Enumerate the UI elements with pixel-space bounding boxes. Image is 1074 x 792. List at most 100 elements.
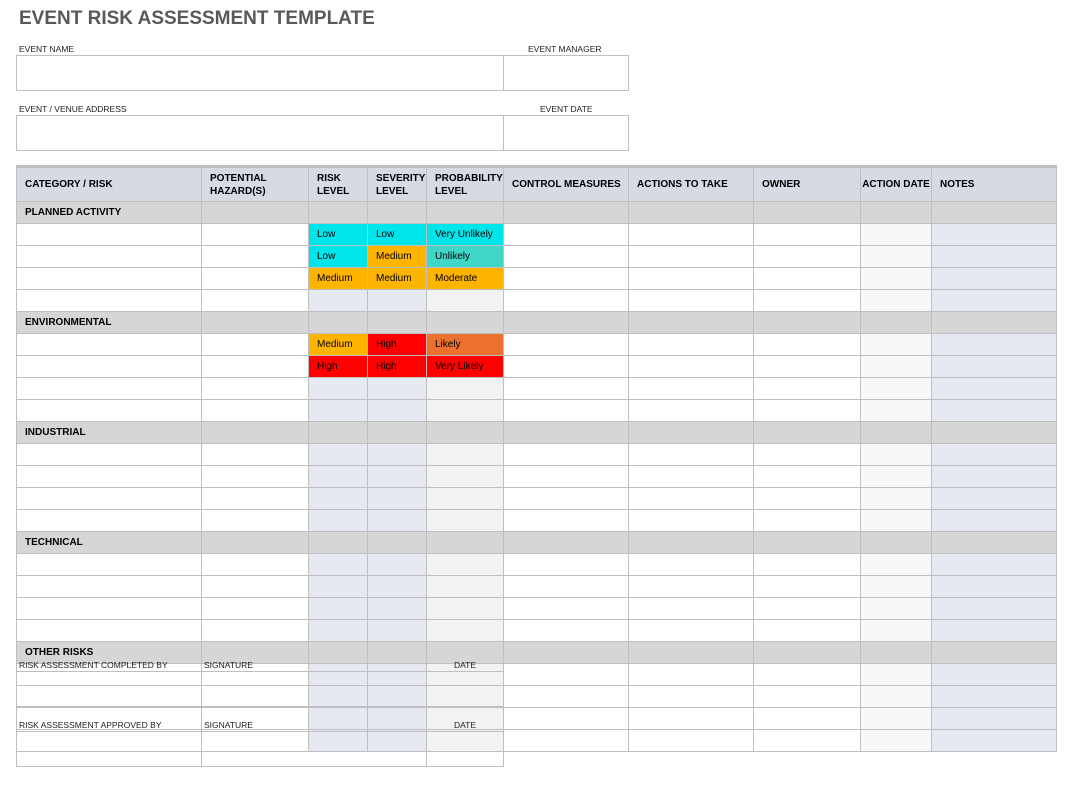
cell[interactable] xyxy=(931,465,1057,488)
cell[interactable] xyxy=(628,707,754,730)
cell[interactable] xyxy=(503,201,629,224)
cell[interactable] xyxy=(860,597,932,620)
cell[interactable] xyxy=(931,399,1057,422)
cell[interactable] xyxy=(367,553,427,576)
cell[interactable] xyxy=(201,487,309,510)
cell[interactable] xyxy=(367,729,427,752)
cell[interactable] xyxy=(308,399,368,422)
cell[interactable] xyxy=(628,421,754,444)
cell[interactable] xyxy=(860,201,932,224)
cell[interactable] xyxy=(426,531,504,554)
cell[interactable] xyxy=(931,333,1057,356)
cell[interactable] xyxy=(503,399,629,422)
completed-date-field[interactable] xyxy=(426,671,504,707)
cell[interactable] xyxy=(860,575,932,598)
cell[interactable] xyxy=(628,223,754,246)
level-cell[interactable]: Low xyxy=(308,223,368,246)
cell[interactable] xyxy=(860,399,932,422)
cell[interactable] xyxy=(860,531,932,554)
cell[interactable] xyxy=(503,597,629,620)
cell[interactable] xyxy=(753,399,861,422)
cell[interactable] xyxy=(753,245,861,268)
cell[interactable] xyxy=(426,509,504,532)
cell[interactable] xyxy=(16,377,202,400)
cell[interactable] xyxy=(367,685,427,708)
cell[interactable] xyxy=(931,641,1057,664)
cell[interactable] xyxy=(628,355,754,378)
cell[interactable] xyxy=(367,201,427,224)
cell[interactable] xyxy=(503,355,629,378)
cell[interactable] xyxy=(367,619,427,642)
cell[interactable] xyxy=(367,421,427,444)
cell[interactable] xyxy=(931,421,1057,444)
cell[interactable] xyxy=(308,377,368,400)
section-title[interactable]: ENVIRONMENTAL xyxy=(16,311,202,334)
cell[interactable] xyxy=(628,311,754,334)
cell[interactable] xyxy=(308,487,368,510)
cell[interactable] xyxy=(860,377,932,400)
cell[interactable] xyxy=(426,289,504,312)
cell[interactable] xyxy=(308,641,368,664)
cell[interactable] xyxy=(16,553,202,576)
approved-date-field[interactable] xyxy=(426,731,504,767)
cell[interactable] xyxy=(367,289,427,312)
cell[interactable] xyxy=(753,311,861,334)
cell[interactable] xyxy=(16,399,202,422)
cell[interactable] xyxy=(628,619,754,642)
cell[interactable] xyxy=(753,465,861,488)
cell[interactable] xyxy=(308,553,368,576)
cell[interactable] xyxy=(628,201,754,224)
cell[interactable] xyxy=(201,267,309,290)
cell[interactable] xyxy=(503,487,629,510)
cell[interactable] xyxy=(426,487,504,510)
cell[interactable] xyxy=(367,707,427,730)
cell[interactable] xyxy=(503,663,629,686)
cell[interactable] xyxy=(503,553,629,576)
level-cell[interactable]: Very Unlikely xyxy=(426,223,504,246)
cell[interactable] xyxy=(931,685,1057,708)
cell[interactable] xyxy=(308,729,368,752)
event-name-field[interactable] xyxy=(16,55,504,91)
cell[interactable] xyxy=(426,443,504,466)
cell[interactable] xyxy=(201,377,309,400)
cell[interactable] xyxy=(628,553,754,576)
cell[interactable] xyxy=(426,641,504,664)
cell[interactable] xyxy=(628,575,754,598)
cell[interactable] xyxy=(628,641,754,664)
level-cell[interactable]: Medium xyxy=(308,333,368,356)
level-cell[interactable]: Medium xyxy=(367,245,427,268)
cell[interactable] xyxy=(628,729,754,752)
cell[interactable] xyxy=(308,443,368,466)
cell[interactable] xyxy=(753,355,861,378)
cell[interactable] xyxy=(628,663,754,686)
cell[interactable] xyxy=(367,509,427,532)
cell[interactable] xyxy=(201,619,309,642)
cell[interactable] xyxy=(367,443,427,466)
cell[interactable] xyxy=(308,311,368,334)
cell[interactable] xyxy=(753,487,861,510)
cell[interactable] xyxy=(860,729,932,752)
cell[interactable] xyxy=(503,289,629,312)
cell[interactable] xyxy=(931,223,1057,246)
cell[interactable] xyxy=(628,465,754,488)
cell[interactable] xyxy=(628,531,754,554)
cell[interactable] xyxy=(201,333,309,356)
cell[interactable] xyxy=(753,333,861,356)
cell[interactable] xyxy=(503,465,629,488)
cell[interactable] xyxy=(628,399,754,422)
level-cell[interactable]: Low xyxy=(308,245,368,268)
cell[interactable] xyxy=(201,575,309,598)
cell[interactable] xyxy=(503,421,629,444)
cell[interactable] xyxy=(367,575,427,598)
cell[interactable] xyxy=(16,333,202,356)
cell[interactable] xyxy=(426,575,504,598)
cell[interactable] xyxy=(503,333,629,356)
level-cell[interactable]: Unlikely xyxy=(426,245,504,268)
cell[interactable] xyxy=(860,619,932,642)
cell[interactable] xyxy=(931,267,1057,290)
cell[interactable] xyxy=(931,509,1057,532)
cell[interactable] xyxy=(503,641,629,664)
cell[interactable] xyxy=(426,377,504,400)
cell[interactable] xyxy=(16,355,202,378)
cell[interactable] xyxy=(201,355,309,378)
